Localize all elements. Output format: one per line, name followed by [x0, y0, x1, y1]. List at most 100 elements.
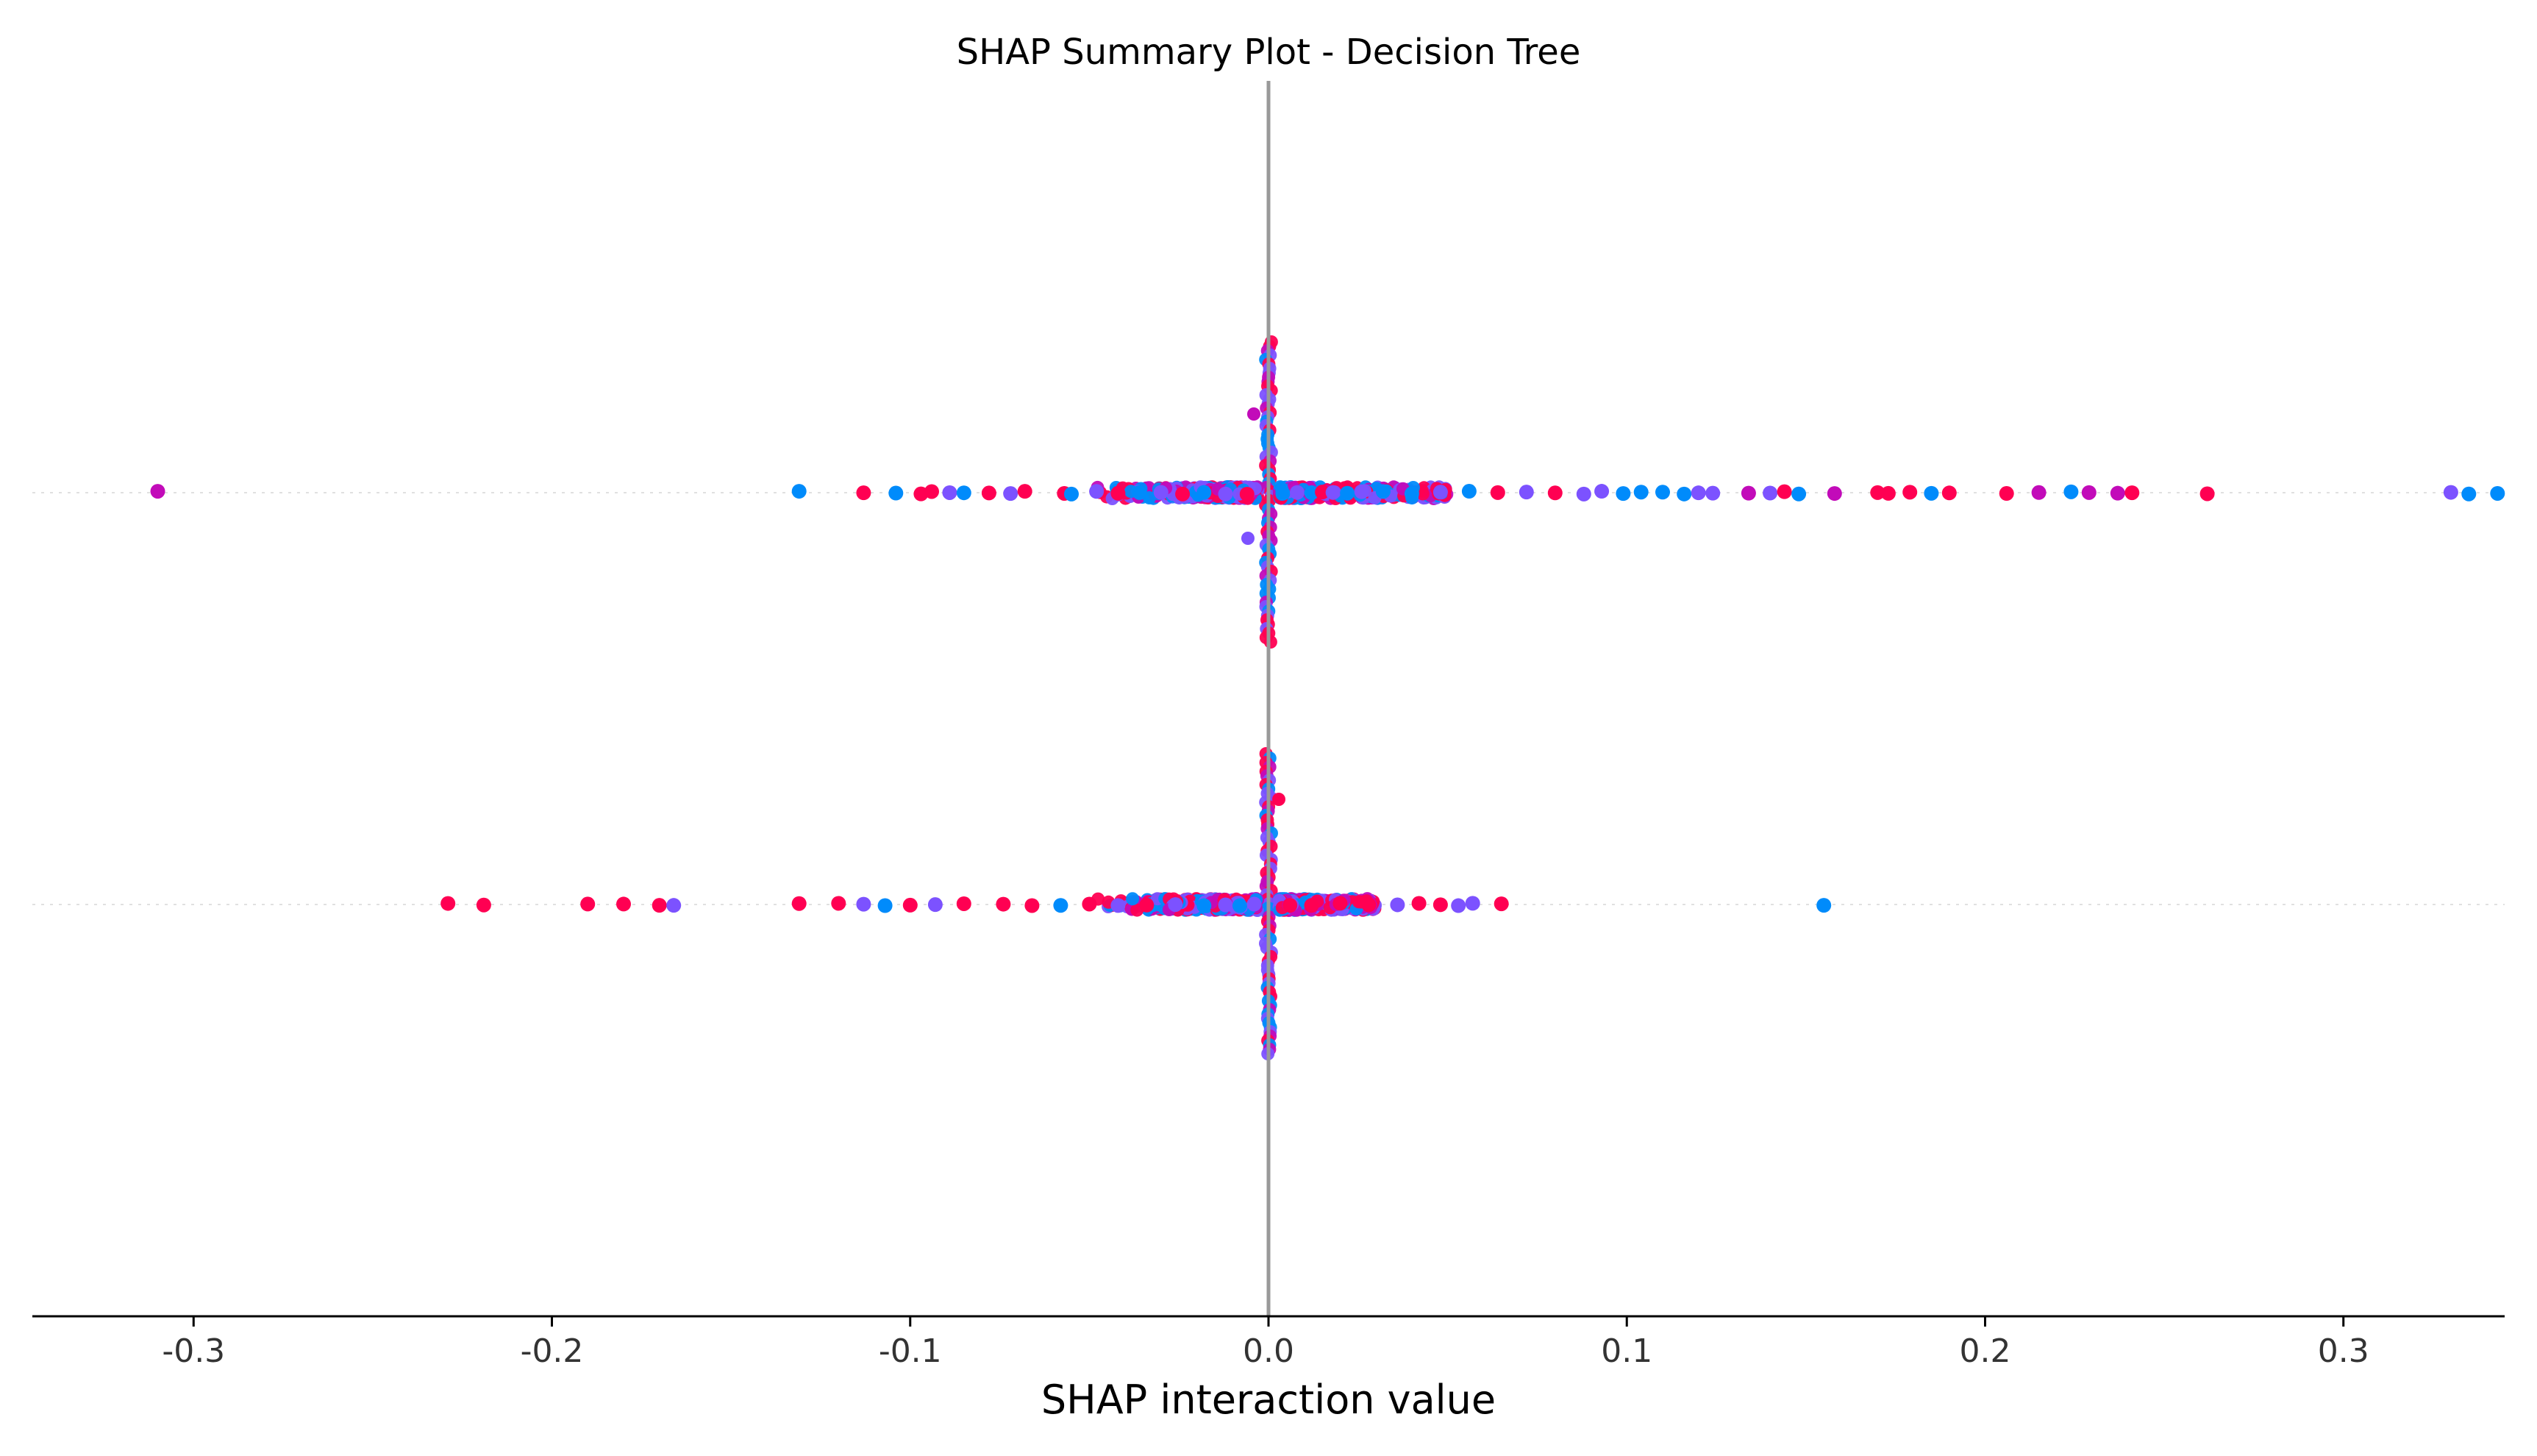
- data-point: [1110, 485, 1126, 501]
- data-point: [877, 898, 893, 913]
- data-point: [2461, 486, 2477, 502]
- data-point: [1816, 898, 1832, 913]
- data-point: [1110, 898, 1126, 913]
- data-point: [1239, 486, 1255, 502]
- data-point: [1196, 898, 1212, 913]
- x-axis-ticks: -0.3 -0.2 -0.1 0.0 0.1 0.2 0.3: [162, 1316, 2369, 1370]
- data-point: [1354, 484, 1369, 499]
- data-point: [1246, 896, 1262, 912]
- data-point: [1633, 485, 1649, 500]
- x-tick-label: -0.2: [521, 1332, 584, 1370]
- data-point: [1304, 485, 1319, 500]
- data-point: [791, 896, 807, 911]
- data-point: [1741, 485, 1756, 501]
- data-point: [1126, 892, 1140, 906]
- data-point: [2110, 485, 2125, 501]
- data-point: [2443, 485, 2458, 500]
- data-point: [1175, 486, 1191, 502]
- data-point: [1547, 485, 1563, 501]
- x-tick-label: 0.3: [2318, 1332, 2369, 1370]
- data-point: [1064, 486, 1079, 502]
- data-point: [927, 897, 943, 913]
- data-point: [1519, 485, 1534, 500]
- data-point: [1451, 898, 1466, 913]
- data-point: [1361, 897, 1377, 913]
- data-point: [1594, 484, 1610, 499]
- data-point: [1247, 407, 1260, 421]
- data-point: [831, 896, 846, 911]
- data-point: [924, 484, 939, 499]
- data-point: [1416, 487, 1430, 501]
- data-point: [1432, 485, 1448, 500]
- data-point: [2081, 485, 2097, 500]
- x-tick-label: -0.1: [879, 1332, 942, 1370]
- data-point: [1232, 898, 1247, 913]
- scatter-points: [150, 335, 2505, 1060]
- data-point: [1375, 484, 1391, 499]
- data-point: [1461, 484, 1477, 499]
- data-point: [616, 896, 631, 912]
- data-point: [1941, 485, 1957, 501]
- data-point: [1616, 486, 1631, 502]
- data-point: [1411, 896, 1427, 911]
- data-point: [1275, 485, 1291, 501]
- data-point: [1132, 485, 1147, 500]
- data-point: [902, 897, 918, 913]
- data-point: [1655, 485, 1670, 500]
- data-point: [1432, 897, 1448, 913]
- data-point: [1677, 486, 1692, 502]
- data-point: [666, 898, 682, 913]
- data-point: [791, 484, 807, 499]
- x-tick-label: 0.0: [1243, 1332, 1294, 1370]
- data-point: [1325, 485, 1341, 500]
- data-point: [1691, 485, 1706, 501]
- data-point: [1168, 897, 1183, 913]
- data-point: [956, 485, 971, 501]
- data-point: [1290, 485, 1305, 500]
- data-point: [1218, 897, 1233, 913]
- data-point: [150, 484, 165, 499]
- data-point: [1139, 897, 1155, 913]
- data-point: [2063, 484, 2079, 499]
- data-point: [1576, 486, 1591, 502]
- data-point: [1332, 896, 1348, 911]
- data-point: [1705, 485, 1721, 501]
- data-point: [996, 896, 1011, 912]
- data-point: [1999, 486, 2014, 502]
- data-point: [1263, 635, 1277, 649]
- data-point: [2199, 486, 2215, 502]
- data-point: [1870, 485, 1885, 500]
- data-point: [1003, 486, 1018, 502]
- chart-title: SHAP Summary Plot - Decision Tree: [957, 32, 1581, 73]
- data-point: [580, 896, 596, 912]
- data-point: [856, 485, 871, 501]
- data-point: [1082, 896, 1097, 912]
- data-point: [1218, 486, 1233, 502]
- data-point: [476, 897, 491, 913]
- data-point: [1153, 485, 1168, 500]
- data-point: [1777, 484, 1792, 499]
- data-point: [1282, 898, 1298, 913]
- data-point: [1053, 898, 1068, 913]
- data-point: [1465, 896, 1480, 911]
- data-point: [1902, 485, 1918, 500]
- data-point: [1196, 485, 1212, 500]
- data-point: [1272, 793, 1285, 806]
- data-point: [1490, 485, 1505, 500]
- data-point: [1024, 898, 1040, 913]
- data-point: [1089, 484, 1105, 499]
- data-point: [1404, 486, 1419, 502]
- x-axis-label: SHAP interaction value: [1041, 1377, 1496, 1423]
- data-point: [1017, 484, 1032, 499]
- x-tick-label: 0.2: [1960, 1332, 2011, 1370]
- data-point: [942, 485, 957, 500]
- data-point: [2124, 485, 2140, 501]
- data-point: [1827, 486, 1842, 502]
- data-point: [1340, 485, 1355, 501]
- data-point: [981, 485, 996, 501]
- x-tick-label: -0.3: [162, 1332, 225, 1370]
- data-point: [956, 896, 971, 911]
- data-point: [856, 896, 871, 912]
- data-point: [1880, 485, 1896, 501]
